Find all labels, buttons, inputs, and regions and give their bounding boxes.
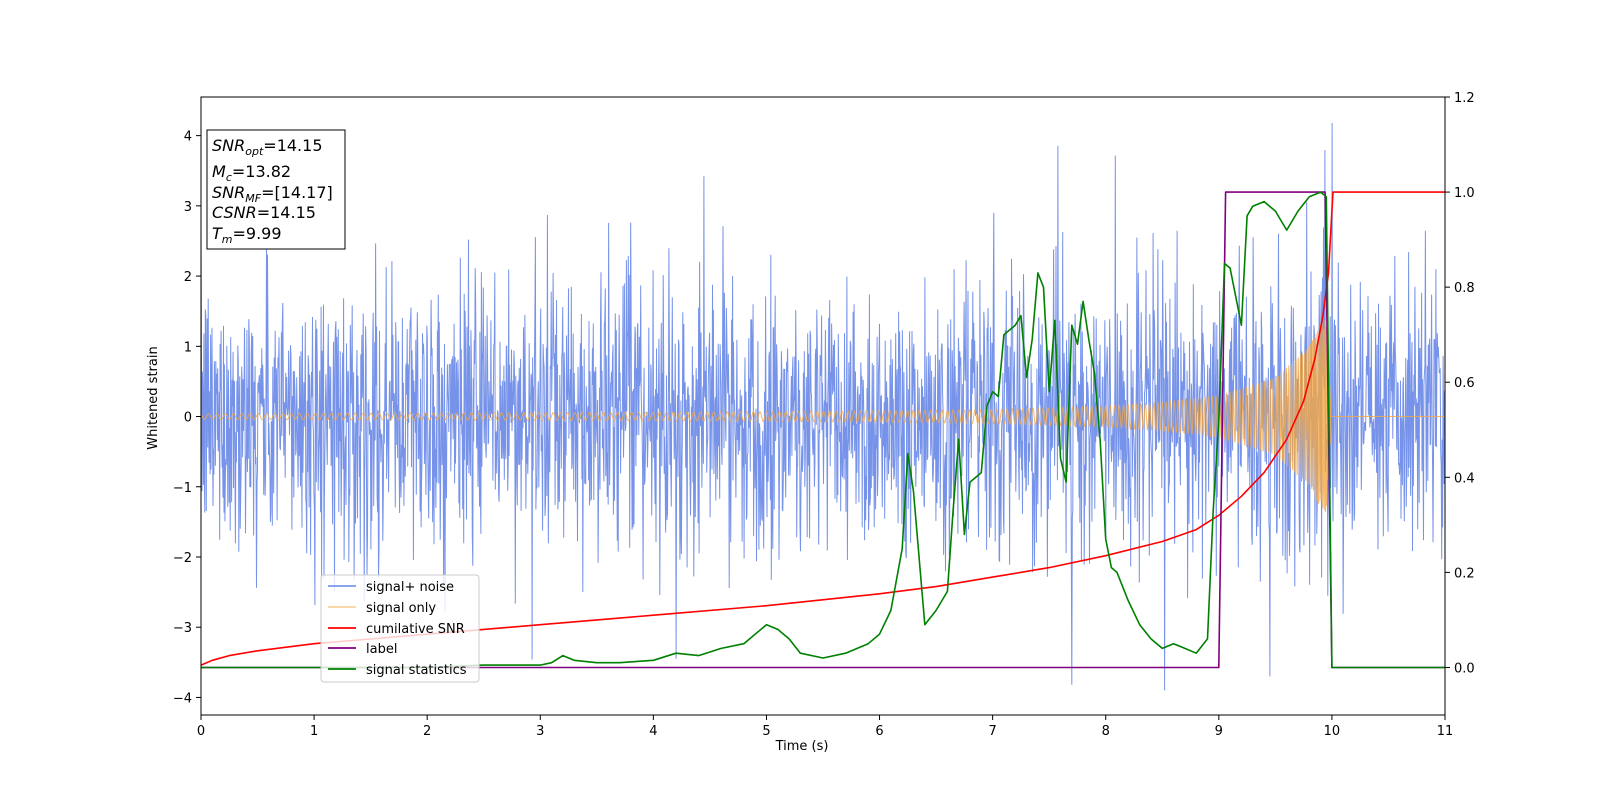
y-tick-label-left: 0 <box>184 411 192 426</box>
x-tick-label: 2 <box>423 724 431 739</box>
y-tick-label-right: 0.0 <box>1454 661 1475 676</box>
y-tick-label-right: 0.4 <box>1454 471 1475 486</box>
x-tick-label: 5 <box>762 724 770 739</box>
series-signal-statistics <box>201 191 1445 669</box>
legend-signal-statistics: signal statistics <box>366 663 467 678</box>
x-tick-label: 6 <box>875 724 883 739</box>
y-tick-label-right: 0.6 <box>1454 376 1475 391</box>
legend-cumulative-snr: cumilative SNR <box>366 622 465 637</box>
plot-frame <box>200 96 1446 716</box>
y-tick-label-left: 3 <box>184 200 192 215</box>
y-tick-label-left: −2 <box>173 551 192 566</box>
series-signal-only <box>201 320 1445 513</box>
y-tick-label-right: 0.8 <box>1454 281 1475 296</box>
info-line: SNRopt=14.15 <box>212 136 323 158</box>
y-tick-label-left: −3 <box>173 621 192 636</box>
legend-label: label <box>366 642 397 657</box>
y-tick-label-left: 1 <box>184 340 192 355</box>
info-box-frame <box>206 129 346 250</box>
x-tick-label: 9 <box>1215 724 1223 739</box>
info-box: SNRopt=14.15 Mc=13.82SNRMF=[14.17]CSNR=14… <box>206 129 346 250</box>
x-tick-label: 7 <box>988 724 996 739</box>
x-tick-label: 4 <box>649 724 657 739</box>
y-tick-label-right: 0.2 <box>1454 566 1475 581</box>
info-line: Tm=9.99 <box>212 224 282 246</box>
x-tick-label: 11 <box>1437 724 1454 739</box>
x-tick-label: 0 <box>197 724 205 739</box>
legend-signal-noise: signal+ noise <box>366 580 454 595</box>
x-tick-label: 3 <box>536 724 544 739</box>
x-tick-label: 8 <box>1102 724 1110 739</box>
y-tick-label-right: 1.2 <box>1454 91 1475 106</box>
y-tick-label-left: −4 <box>173 691 192 706</box>
y-axis-label: Whitened strain <box>146 346 161 449</box>
y-tick-label-left: 2 <box>184 270 192 285</box>
axes: 0 1 2 3 4 5 6 7 8 9 10 11 −4 −3 −2 −1 0 1 2 3 4 0.0 0.2 0.4 0.6 0… <box>173 91 1475 739</box>
x-tick-label: 10 <box>1324 724 1341 739</box>
legend-signal-only: signal only <box>366 601 436 616</box>
legend-frame <box>320 574 480 683</box>
x-axis-label: Time (s) <box>775 739 829 754</box>
info-line: Mc=13.82 <box>212 162 291 184</box>
legend: signal+ noise signal only cumilative SNR la… <box>320 574 480 683</box>
info-line: SNRMF=[14.17] <box>212 183 333 205</box>
y-tick-label-left: −1 <box>173 481 192 496</box>
y-tick-label-right: 1.0 <box>1454 186 1475 201</box>
y-tick-label-left: 4 <box>184 130 192 145</box>
info-line: CSNR=14.15 <box>212 203 316 222</box>
x-tick-label: 1 <box>310 724 318 739</box>
